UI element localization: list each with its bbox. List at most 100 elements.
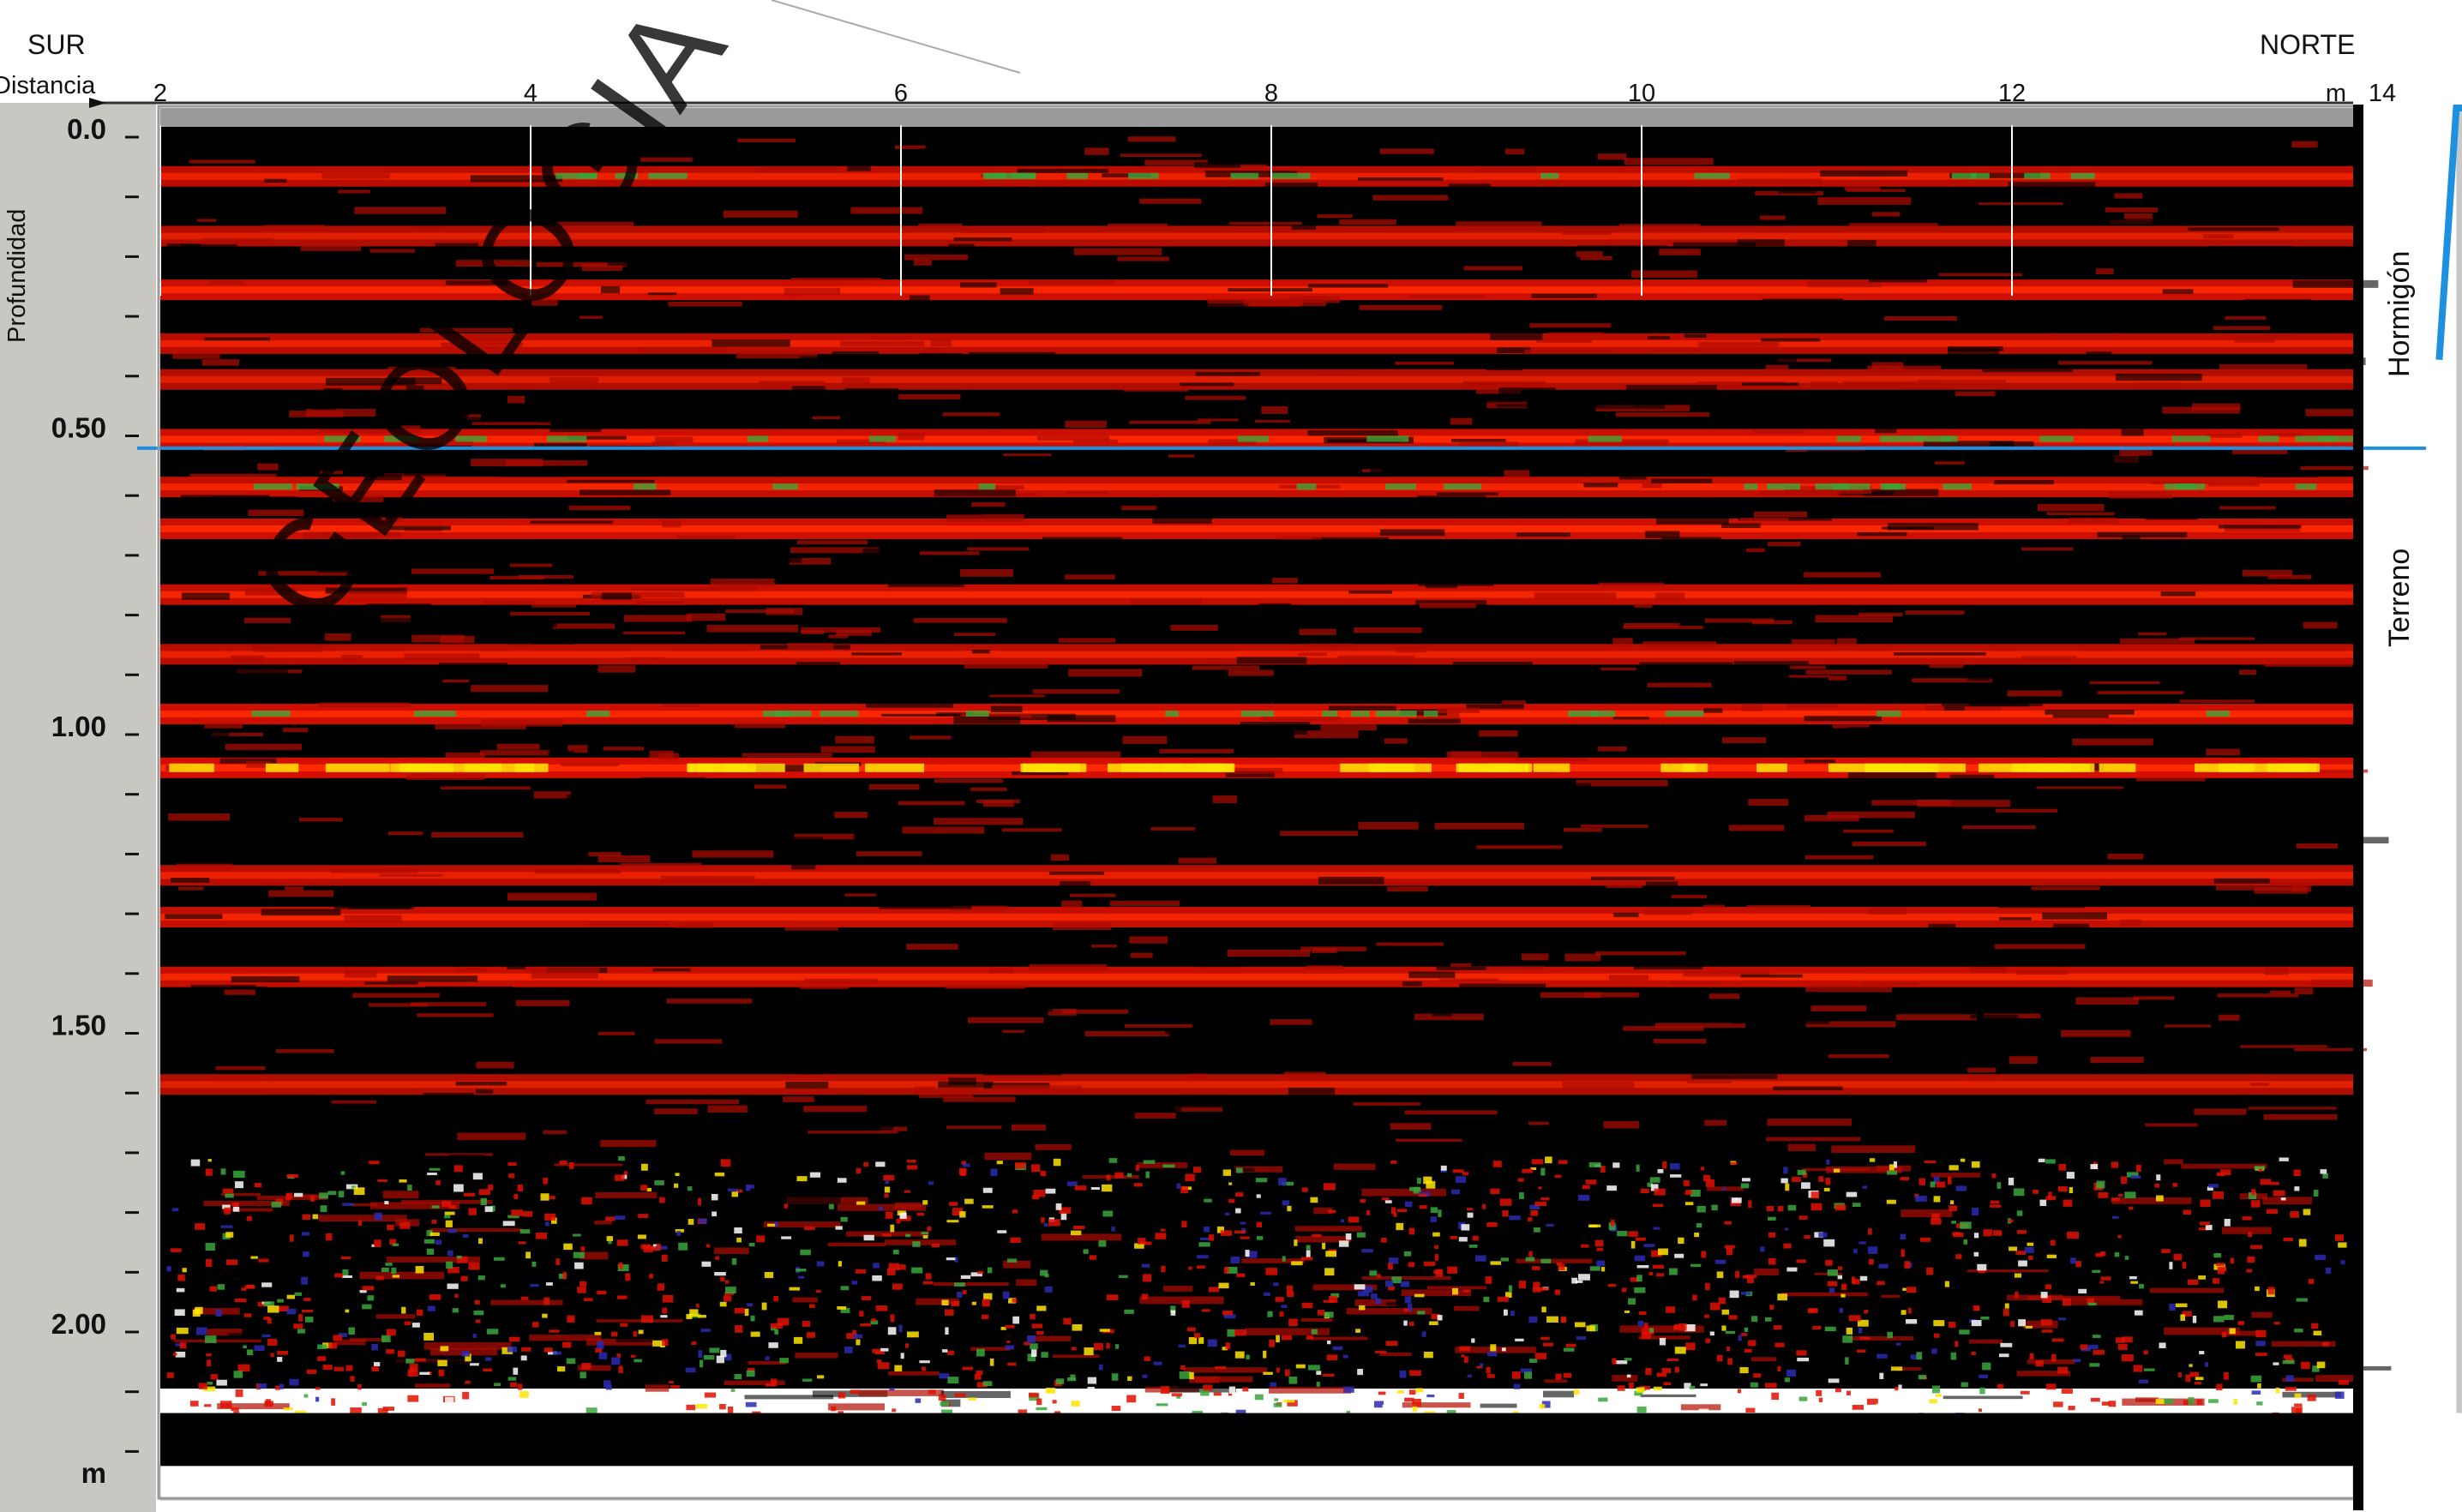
scatter-speckle xyxy=(2068,1406,2075,1411)
scatter-speckle xyxy=(945,1327,949,1335)
speckle xyxy=(1463,266,1522,271)
yellow-reflector-segment xyxy=(1828,763,1884,772)
speckle xyxy=(746,683,840,690)
scatter-speckle xyxy=(1571,1277,1578,1284)
speckle xyxy=(1642,483,1662,489)
speckle xyxy=(2248,1107,2337,1110)
scatter-speckle xyxy=(657,1283,664,1291)
speckle xyxy=(1542,624,1613,628)
scatter-speckle xyxy=(2316,1361,2326,1369)
scatter-speckle xyxy=(1607,1283,1616,1287)
speckle xyxy=(1737,178,1822,183)
scatter-speckle xyxy=(748,1242,755,1247)
scatter-speckle xyxy=(1358,1291,1370,1297)
scatter-speckle xyxy=(478,1238,483,1245)
scatter-speckle xyxy=(1176,1183,1181,1189)
scatter-speckle xyxy=(1012,1209,1018,1214)
scatter-speckle xyxy=(608,1240,612,1245)
scatter-speckle xyxy=(731,1191,739,1197)
speckle xyxy=(1603,1032,1642,1041)
scatter-speckle xyxy=(731,1258,737,1265)
speckle xyxy=(298,818,343,822)
scatter-speckle xyxy=(171,1334,176,1340)
speckle xyxy=(387,975,477,982)
speckle xyxy=(919,352,963,357)
scatter-speckle xyxy=(429,1167,441,1171)
speckle xyxy=(318,1215,407,1222)
speckle xyxy=(2123,1120,2142,1127)
speckle xyxy=(2294,987,2314,995)
scatter-speckle xyxy=(962,1366,974,1371)
scatter-speckle xyxy=(258,1383,267,1389)
speckle xyxy=(1513,1043,1566,1048)
scatter-speckle xyxy=(2050,1239,2056,1246)
scatter-speckle xyxy=(1161,1265,1166,1273)
speckle xyxy=(1432,1013,1452,1017)
speckle xyxy=(1702,904,1726,909)
speckle xyxy=(195,637,247,641)
scatter-speckle xyxy=(1760,1246,1765,1252)
scatter-speckle xyxy=(1055,1378,1065,1384)
scatter-speckle xyxy=(1929,1399,1937,1404)
scatter-speckle xyxy=(1666,1358,1679,1362)
speckle xyxy=(1985,568,2057,573)
speckle xyxy=(840,340,925,347)
speckle xyxy=(1499,556,1527,564)
speckle xyxy=(1967,1067,1997,1073)
speckle xyxy=(1139,1296,1224,1305)
scatter-speckle xyxy=(720,1349,727,1358)
scatter-speckle xyxy=(1505,1292,1512,1298)
speckle xyxy=(480,750,550,756)
scatter-speckle xyxy=(1325,1251,1337,1257)
reflector-core xyxy=(160,651,2353,658)
scatter-speckle xyxy=(1486,1374,1495,1378)
speckle xyxy=(744,1395,834,1400)
speckle xyxy=(1653,821,1699,828)
speckle xyxy=(2090,219,2168,225)
scatter-speckle xyxy=(2192,1316,2197,1323)
scatter-speckle xyxy=(2143,1368,2155,1371)
scatter-speckle xyxy=(976,1370,983,1375)
scatter-speckle xyxy=(166,1372,174,1378)
scatter-speckle xyxy=(688,1219,694,1225)
green-patch xyxy=(1423,711,1438,717)
scatter-speckle xyxy=(1585,1179,1597,1185)
scatter-speckle xyxy=(2013,1188,2025,1197)
scatter-speckle xyxy=(2161,1249,2171,1253)
scatter-speckle xyxy=(1108,1158,1118,1163)
scatter-speckle xyxy=(1388,1263,1393,1270)
scatter-speckle xyxy=(217,1284,225,1290)
scatter-speckle xyxy=(209,1286,218,1292)
speckle xyxy=(1102,173,1151,177)
speckle xyxy=(1258,1158,1299,1164)
scatter-speckle xyxy=(906,1160,916,1163)
speckle xyxy=(844,387,898,395)
speckle xyxy=(940,1390,1011,1398)
green-patch xyxy=(1385,483,1417,490)
scatter-speckle xyxy=(325,1233,333,1241)
speckle xyxy=(324,633,351,641)
scatter-speckle xyxy=(938,1394,946,1401)
scatter-speckle xyxy=(911,1267,923,1274)
speckle xyxy=(989,694,1045,698)
scatter-speckle xyxy=(1589,1266,1600,1271)
scatter-speckle xyxy=(1287,1400,1298,1407)
scatter-speckle xyxy=(1343,1386,1354,1393)
scatter-speckle xyxy=(1435,1269,1444,1277)
speckle xyxy=(906,944,958,951)
speckle xyxy=(1024,1225,1098,1229)
scatter-speckle xyxy=(1777,1206,1784,1212)
speckle xyxy=(976,799,1020,804)
speckle xyxy=(1576,251,1603,257)
speckle xyxy=(1044,1214,1096,1221)
speckle xyxy=(1936,391,1955,398)
scatter-speckle xyxy=(595,1347,603,1353)
speckle xyxy=(1790,665,1826,669)
green-patch xyxy=(1880,483,1906,490)
scatter-speckle xyxy=(885,1180,890,1185)
scatter-speckle xyxy=(2321,1341,2330,1347)
scatter-speckle xyxy=(2207,1186,2213,1191)
scatter-speckle xyxy=(2224,1315,2234,1320)
speckle xyxy=(213,496,297,504)
scatter-speckle xyxy=(1933,1320,1945,1327)
